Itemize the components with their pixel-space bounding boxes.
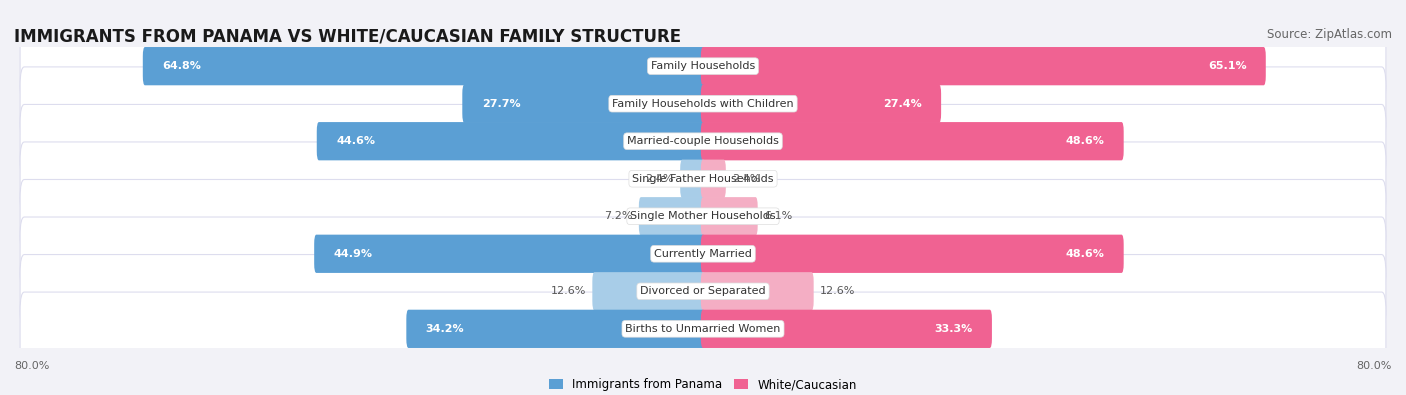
FancyBboxPatch shape [700, 47, 1265, 85]
Text: 44.9%: 44.9% [333, 249, 373, 259]
FancyBboxPatch shape [314, 235, 706, 273]
Text: Single Mother Households: Single Mother Households [630, 211, 776, 221]
FancyBboxPatch shape [20, 67, 1386, 141]
Text: 64.8%: 64.8% [162, 61, 201, 71]
FancyBboxPatch shape [700, 160, 725, 198]
Text: 48.6%: 48.6% [1066, 249, 1104, 259]
Text: Divorced or Separated: Divorced or Separated [640, 286, 766, 296]
Text: 33.3%: 33.3% [935, 324, 973, 334]
FancyBboxPatch shape [700, 310, 991, 348]
Text: 34.2%: 34.2% [426, 324, 464, 334]
Legend: Immigrants from Panama, White/Caucasian: Immigrants from Panama, White/Caucasian [544, 373, 862, 395]
FancyBboxPatch shape [406, 310, 706, 348]
FancyBboxPatch shape [638, 197, 706, 235]
FancyBboxPatch shape [20, 292, 1386, 366]
Text: 12.6%: 12.6% [551, 286, 586, 296]
Text: Family Households: Family Households [651, 61, 755, 71]
Text: 48.6%: 48.6% [1066, 136, 1104, 146]
Text: 80.0%: 80.0% [1357, 361, 1392, 371]
FancyBboxPatch shape [20, 254, 1386, 328]
FancyBboxPatch shape [700, 272, 814, 310]
FancyBboxPatch shape [700, 235, 1123, 273]
FancyBboxPatch shape [20, 142, 1386, 216]
Text: 27.7%: 27.7% [482, 99, 520, 109]
FancyBboxPatch shape [463, 85, 706, 123]
Text: 44.6%: 44.6% [336, 136, 375, 146]
FancyBboxPatch shape [143, 47, 706, 85]
FancyBboxPatch shape [20, 179, 1386, 253]
FancyBboxPatch shape [20, 104, 1386, 178]
Text: 12.6%: 12.6% [820, 286, 855, 296]
Text: Births to Unmarried Women: Births to Unmarried Women [626, 324, 780, 334]
Text: Family Households with Children: Family Households with Children [612, 99, 794, 109]
Text: Currently Married: Currently Married [654, 249, 752, 259]
Text: Married-couple Households: Married-couple Households [627, 136, 779, 146]
FancyBboxPatch shape [700, 122, 1123, 160]
FancyBboxPatch shape [20, 29, 1386, 103]
Text: 7.2%: 7.2% [605, 211, 633, 221]
Text: 80.0%: 80.0% [14, 361, 49, 371]
Text: IMMIGRANTS FROM PANAMA VS WHITE/CAUCASIAN FAMILY STRUCTURE: IMMIGRANTS FROM PANAMA VS WHITE/CAUCASIA… [14, 28, 681, 46]
FancyBboxPatch shape [681, 160, 706, 198]
Text: 6.1%: 6.1% [763, 211, 793, 221]
Text: 65.1%: 65.1% [1208, 61, 1246, 71]
FancyBboxPatch shape [592, 272, 706, 310]
Text: Source: ZipAtlas.com: Source: ZipAtlas.com [1267, 28, 1392, 41]
Text: 27.4%: 27.4% [883, 99, 922, 109]
FancyBboxPatch shape [700, 85, 941, 123]
FancyBboxPatch shape [316, 122, 706, 160]
Text: 2.4%: 2.4% [645, 174, 673, 184]
FancyBboxPatch shape [20, 217, 1386, 291]
Text: Single Father Households: Single Father Households [633, 174, 773, 184]
Text: 2.4%: 2.4% [733, 174, 761, 184]
FancyBboxPatch shape [700, 197, 758, 235]
